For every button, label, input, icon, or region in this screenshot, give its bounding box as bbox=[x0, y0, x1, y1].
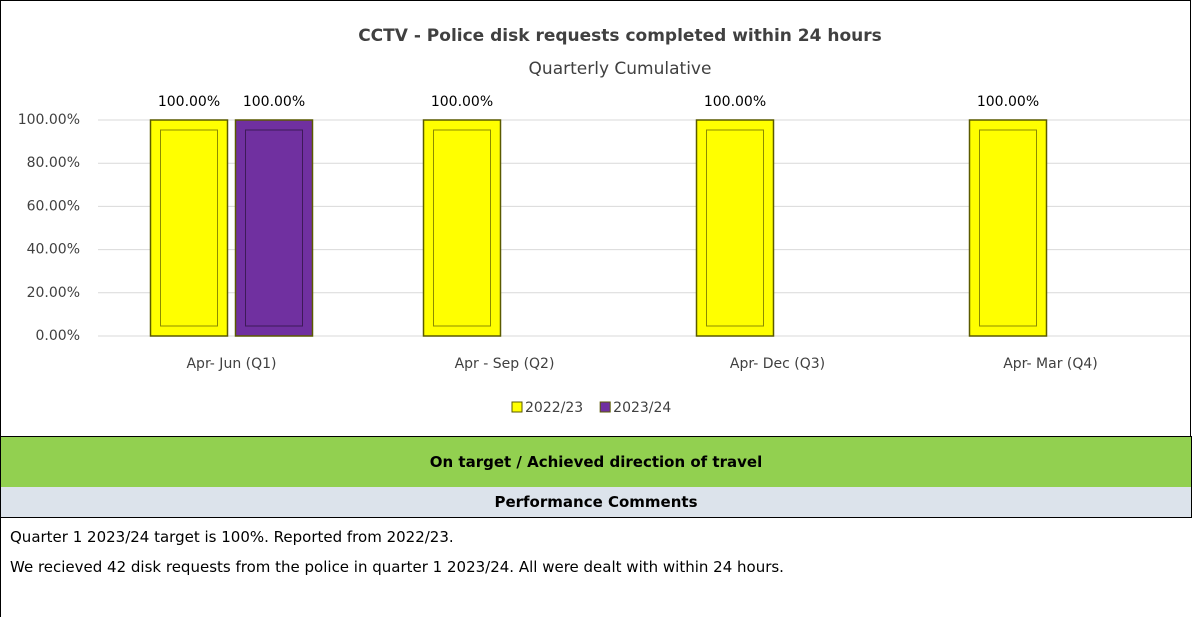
y-tick-label: 20.00% bbox=[27, 285, 80, 301]
data-label: 100.00% bbox=[158, 94, 220, 110]
y-tick-label: 80.00% bbox=[27, 155, 80, 171]
comment-line: Quarter 1 2023/24 target is 100%. Report… bbox=[10, 528, 454, 546]
bar-bevel bbox=[706, 129, 764, 327]
comment-line: We recieved 42 disk requests from the po… bbox=[10, 558, 784, 576]
data-label: 100.00% bbox=[243, 94, 305, 110]
left-border bbox=[0, 517, 1, 617]
x-tick-label: Apr- Dec (Q3) bbox=[730, 356, 825, 372]
status-band: On target / Achieved direction of travel bbox=[0, 436, 1192, 488]
bar bbox=[234, 119, 314, 337]
x-tick-label: Apr - Sep (Q2) bbox=[455, 356, 555, 372]
bar bbox=[968, 119, 1048, 337]
bar bbox=[422, 119, 502, 337]
y-tick-label: 100.00% bbox=[18, 112, 80, 128]
legend-label: 2022/23 bbox=[525, 400, 583, 416]
legend-swatch bbox=[599, 401, 611, 413]
y-tick-label: 40.00% bbox=[27, 242, 80, 258]
chart-subtitle: Quarterly Cumulative bbox=[529, 59, 712, 79]
bar bbox=[149, 119, 229, 337]
bar-bevel bbox=[160, 129, 218, 327]
comments-heading: Performance Comments bbox=[0, 487, 1192, 518]
data-label: 100.00% bbox=[977, 94, 1039, 110]
legend-swatch bbox=[511, 401, 523, 413]
y-tick-label: 60.00% bbox=[27, 198, 80, 214]
x-tick-label: Apr- Jun (Q1) bbox=[186, 356, 276, 372]
chart: CCTV - Police disk requests completed wi… bbox=[0, 0, 1191, 437]
bar bbox=[695, 119, 775, 337]
legend-label: 2023/24 bbox=[613, 400, 671, 416]
y-tick-label: 0.00% bbox=[36, 328, 80, 344]
x-tick-label: Apr- Mar (Q4) bbox=[1003, 356, 1098, 372]
chart-title: CCTV - Police disk requests completed wi… bbox=[358, 26, 882, 46]
bar-bevel bbox=[245, 129, 303, 327]
bar-bevel bbox=[433, 129, 491, 327]
bar-bevel bbox=[979, 129, 1037, 327]
data-label: 100.00% bbox=[431, 94, 493, 110]
data-label: 100.00% bbox=[704, 94, 766, 110]
